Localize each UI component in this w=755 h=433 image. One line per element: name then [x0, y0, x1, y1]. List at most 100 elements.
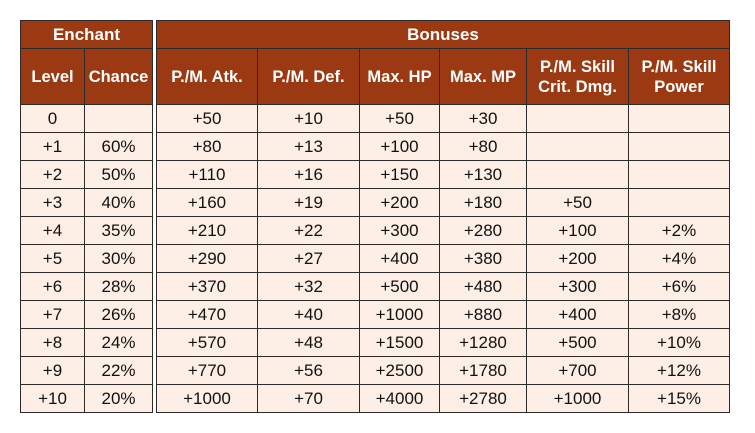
table-row: +1000 +70 +4000 +2780 +1000 +15% — [156, 384, 730, 413]
enchant-column-header: Chance — [84, 48, 153, 105]
table-cell: 26% — [84, 300, 153, 329]
table-row: +210 +22 +300 +280 +100 +2% — [156, 216, 730, 245]
table-row: +470 +40 +1000 +880 +400 +8% — [156, 300, 730, 329]
table-cell — [628, 104, 730, 133]
table-cell: +480 — [439, 272, 527, 301]
table-row: +160 +19 +200 +180 +50 — [156, 188, 730, 217]
enchant-column-header: Level — [20, 48, 85, 105]
table-cell: +570 — [156, 328, 258, 357]
table-cell: +290 — [156, 244, 258, 273]
table-cell: +27 — [257, 244, 360, 273]
table-cell: +400 — [359, 244, 440, 273]
column-header-label: P./M. Skill — [540, 57, 615, 76]
table-cell: +880 — [439, 300, 527, 329]
table-cell: +6% — [628, 272, 730, 301]
bonus-column-header: P./M. Def. — [257, 48, 360, 105]
bonuses-group-header: Bonuses — [156, 20, 730, 49]
table-cell: +22 — [257, 216, 360, 245]
table-cell: +1000 — [359, 300, 440, 329]
table-cell: +2 — [20, 160, 85, 189]
table-cell: +16 — [257, 160, 360, 189]
table-cell: +300 — [359, 216, 440, 245]
table-cell: 50% — [84, 160, 153, 189]
table-cell: +2500 — [359, 356, 440, 385]
table-cell: 30% — [84, 244, 153, 273]
table-cell: +8% — [628, 300, 730, 329]
column-header-label: Crit. Dmg. — [538, 77, 617, 96]
column-header-label: P./M. Skill — [641, 57, 717, 76]
table-cell — [84, 104, 153, 133]
table-cell: +1500 — [359, 328, 440, 357]
table-cell: +6 — [20, 272, 85, 301]
table-cell: +370 — [156, 272, 258, 301]
table-cell: +180 — [439, 188, 527, 217]
table-cell: +50 — [359, 104, 440, 133]
table-cell: +380 — [439, 244, 527, 273]
table-row: +2 50% — [20, 160, 153, 189]
table-cell: +19 — [257, 188, 360, 217]
bonus-column-header: Max. MP — [439, 48, 527, 105]
table-cell: +50 — [156, 104, 258, 133]
table-cell: +110 — [156, 160, 258, 189]
table-cell: +1000 — [526, 384, 629, 413]
table-cell: +1280 — [439, 328, 527, 357]
table-cell: +4 — [20, 216, 85, 245]
table-row: +1 60% — [20, 132, 153, 161]
table-cell: +10% — [628, 328, 730, 357]
column-header-label: Power — [654, 77, 704, 96]
table-cell: 60% — [84, 132, 153, 161]
table-cell: +2780 — [439, 384, 527, 413]
table-cell: 22% — [84, 356, 153, 385]
table-cell: +150 — [359, 160, 440, 189]
table-cell: +7 — [20, 300, 85, 329]
table-cell: +10 — [257, 104, 360, 133]
table-row: +6 28% — [20, 272, 153, 301]
table-cell: +9 — [20, 356, 85, 385]
table-cell: +5 — [20, 244, 85, 273]
enchant-group-header: Enchant — [20, 20, 153, 49]
bonus-column-header: Max. HP — [359, 48, 440, 105]
table-cell: +500 — [526, 328, 629, 357]
table-row: +110 +16 +150 +130 — [156, 160, 730, 189]
column-header-label: P./M. Def. — [272, 67, 345, 86]
table-cell: +40 — [257, 300, 360, 329]
table-cell: +70 — [257, 384, 360, 413]
column-header-label: Chance — [88, 67, 149, 86]
table-row: +10 20% — [20, 384, 153, 413]
table-cell: +1780 — [439, 356, 527, 385]
table-cell: +1 — [20, 132, 85, 161]
table-row: +290 +27 +400 +380 +200 +4% — [156, 244, 730, 273]
table-cell: 24% — [84, 328, 153, 357]
table-row: +770 +56 +2500 +1780 +700 +12% — [156, 356, 730, 385]
table-cell: 28% — [84, 272, 153, 301]
column-header-label: P./M. Atk. — [171, 67, 243, 86]
table-cell: +50 — [526, 188, 629, 217]
table-row: +5 30% — [20, 244, 153, 273]
table-cell: +500 — [359, 272, 440, 301]
table-row: +370 +32 +500 +480 +300 +6% — [156, 272, 730, 301]
table-cell: +4% — [628, 244, 730, 273]
column-header-label: Max. MP — [449, 67, 517, 86]
bonuses-table: Bonuses P./M. Atk. P./M. Def. Max. HP Max. … — [156, 20, 730, 413]
table-row: +3 40% — [20, 188, 153, 217]
table-cell: +160 — [156, 188, 258, 217]
table-cell: +48 — [257, 328, 360, 357]
column-header-label: Max. HP — [367, 67, 432, 86]
enchant-table: Enchant Level Chance 0 +1 60% +2 50% +3 40% +4 35… — [20, 20, 153, 413]
table-cell: +1000 — [156, 384, 258, 413]
table-row: +80 +13 +100 +80 — [156, 132, 730, 161]
table-row: +7 26% — [20, 300, 153, 329]
table-cell: +770 — [156, 356, 258, 385]
table-cell: +15% — [628, 384, 730, 413]
table-cell: +280 — [439, 216, 527, 245]
bonus-column-header: P./M. Skill Power — [628, 48, 730, 105]
table-cell: +12% — [628, 356, 730, 385]
table-cell: +4000 — [359, 384, 440, 413]
table-cell: +100 — [526, 216, 629, 245]
table-cell: +400 — [526, 300, 629, 329]
table-cell: +130 — [439, 160, 527, 189]
table-cell: +300 — [526, 272, 629, 301]
table-cell: +3 — [20, 188, 85, 217]
bonus-column-header: P./M. Atk. — [156, 48, 258, 105]
table-cell: +30 — [439, 104, 527, 133]
